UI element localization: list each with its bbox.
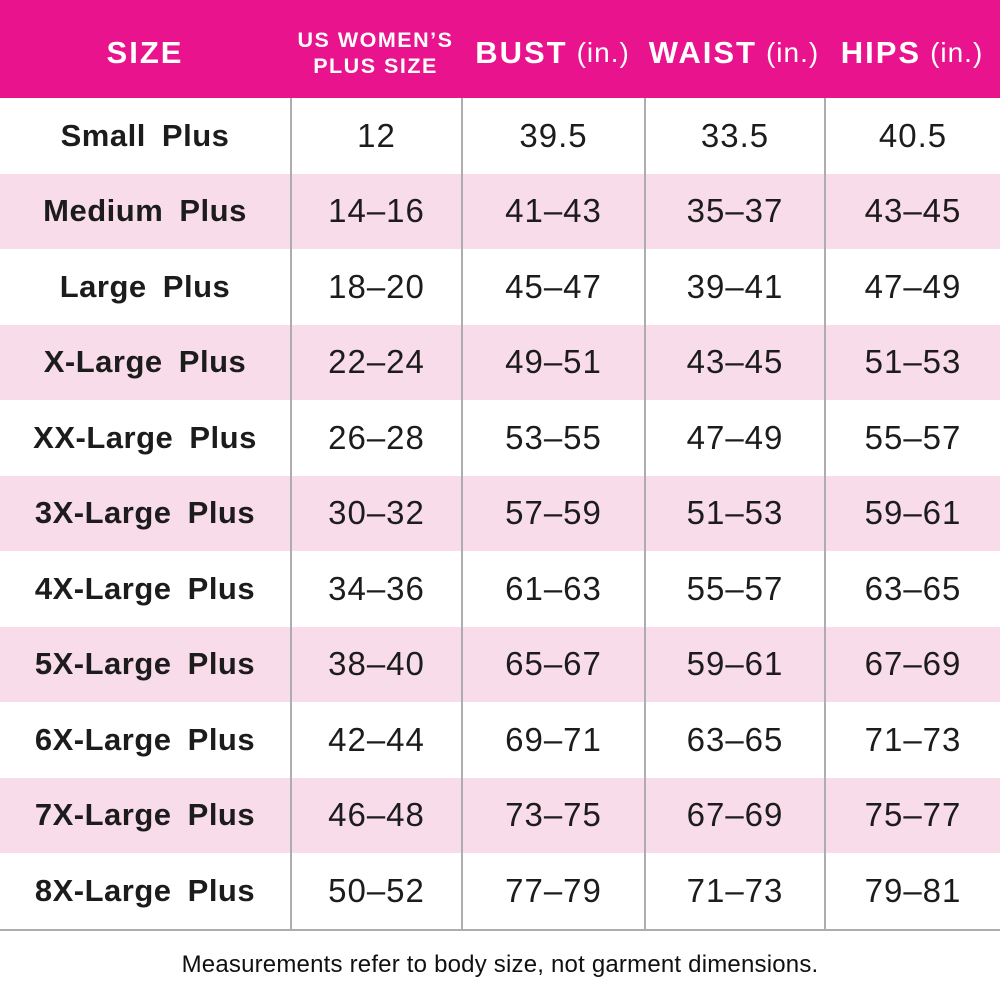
value-cell: 43–45 [824, 173, 1000, 249]
header-size: SIZE [0, 0, 290, 98]
table-row: 8X-Large Plus 50–52 77–79 71–73 79–81 [0, 853, 1000, 929]
size-cell: 3X-Large Plus [34, 495, 256, 531]
value-cell: 67–69 [644, 777, 824, 853]
header-us-womens-plus-size-label: US WOMEN’S PLUS SIZE [298, 27, 454, 79]
value-cell: 53–55 [461, 400, 644, 476]
header-hips-unit: (in.) [930, 37, 984, 68]
size-cell: 6X-Large Plus [34, 721, 256, 757]
header-bust-unit: (in.) [576, 37, 630, 68]
value-cell: 38–40 [290, 626, 461, 702]
value-cell: 69–71 [461, 702, 644, 778]
table-row: 6X-Large Plus 42–44 69–71 63–65 71–73 [0, 702, 1000, 778]
value-cell: 67–69 [824, 626, 1000, 702]
value-cell: 75–77 [824, 777, 1000, 853]
header-hips: HIPS (in.) [824, 0, 1000, 98]
header-us-womens-line1: US WOMEN’S [297, 28, 454, 52]
footnote: Measurements refer to body size, not gar… [0, 931, 1000, 1000]
header-waist-label: WAIST [648, 35, 757, 70]
value-cell: 63–65 [644, 702, 824, 778]
size-cell: 5X-Large Plus [34, 646, 256, 682]
table-row: 5X-Large Plus 38–40 65–67 59–61 67–69 [0, 626, 1000, 702]
table-row: Medium Plus 14–16 41–43 35–37 43–45 [0, 173, 1000, 249]
size-cell: Medium Plus [43, 193, 247, 229]
table-row: 3X-Large Plus 30–32 57–59 51–53 59–61 [0, 475, 1000, 551]
header-us-womens-line2: PLUS SIZE [313, 54, 438, 78]
value-cell: 39.5 [461, 98, 644, 174]
table-row: X-Large Plus 22–24 49–51 43–45 51–53 [0, 324, 1000, 400]
value-cell: 51–53 [824, 324, 1000, 400]
size-cell: 4X-Large Plus [34, 570, 256, 606]
header-us-womens-plus-size: US WOMEN’S PLUS SIZE [290, 0, 461, 98]
value-cell: 47–49 [644, 400, 824, 476]
value-cell: 46–48 [290, 777, 461, 853]
value-cell: 61–63 [461, 551, 644, 627]
table-header-row: SIZE US WOMEN’S PLUS SIZE BUST (in.) WAI… [0, 0, 1000, 98]
header-hips-label: HIPS [840, 35, 922, 70]
value-cell: 55–57 [824, 400, 1000, 476]
value-cell: 73–75 [461, 777, 644, 853]
value-cell: 59–61 [824, 475, 1000, 551]
footnote-text: Measurements refer to body size, not gar… [181, 951, 819, 978]
table-row: Large Plus 18–20 45–47 39–41 47–49 [0, 249, 1000, 325]
value-cell: 39–41 [644, 249, 824, 325]
value-cell: 77–79 [461, 853, 644, 929]
value-cell: 40.5 [824, 98, 1000, 174]
value-cell: 34–36 [290, 551, 461, 627]
value-cell: 43–45 [644, 324, 824, 400]
value-cell: 35–37 [644, 173, 824, 249]
table-body: Small Plus 12 39.5 33.5 40.5 Medium Plus 14–16… [0, 98, 1000, 931]
value-cell: 14–16 [290, 173, 461, 249]
header-waist: WAIST (in.) [644, 0, 824, 98]
value-cell: 42–44 [290, 702, 461, 778]
header-waist-unit: (in.) [765, 37, 820, 68]
value-cell: 12 [290, 98, 461, 174]
value-cell: 26–28 [290, 400, 461, 476]
table-row: 4X-Large Plus 34–36 61–63 55–57 63–65 [0, 551, 1000, 627]
size-cell: XX-Large Plus [33, 419, 257, 455]
value-cell: 79–81 [824, 853, 1000, 929]
size-cell: Large Plus [59, 268, 231, 304]
value-cell: 18–20 [290, 249, 461, 325]
value-cell: 65–67 [461, 626, 644, 702]
value-cell: 63–65 [824, 551, 1000, 627]
value-cell: 57–59 [461, 475, 644, 551]
size-cell: 7X-Large Plus [34, 797, 256, 833]
header-bust-label: BUST [475, 35, 568, 70]
table-row: Small Plus 12 39.5 33.5 40.5 [0, 98, 1000, 174]
value-cell: 51–53 [644, 475, 824, 551]
value-cell: 22–24 [290, 324, 461, 400]
value-cell: 59–61 [644, 626, 824, 702]
value-cell: 45–47 [461, 249, 644, 325]
table-row: XX-Large Plus 26–28 53–55 47–49 55–57 [0, 400, 1000, 476]
value-cell: 55–57 [644, 551, 824, 627]
value-cell: 71–73 [644, 853, 824, 929]
header-size-label: SIZE [106, 35, 184, 70]
table-row: 7X-Large Plus 46–48 73–75 67–69 75–77 [0, 777, 1000, 853]
size-cell: Small Plus [60, 117, 230, 153]
size-cell: 8X-Large Plus [34, 872, 256, 908]
value-cell: 30–32 [290, 475, 461, 551]
value-cell: 41–43 [461, 173, 644, 249]
header-bust: BUST (in.) [461, 0, 644, 98]
value-cell: 33.5 [644, 98, 824, 174]
value-cell: 50–52 [290, 853, 461, 929]
size-cell: X-Large Plus [43, 344, 247, 380]
value-cell: 49–51 [461, 324, 644, 400]
value-cell: 71–73 [824, 702, 1000, 778]
value-cell: 47–49 [824, 249, 1000, 325]
